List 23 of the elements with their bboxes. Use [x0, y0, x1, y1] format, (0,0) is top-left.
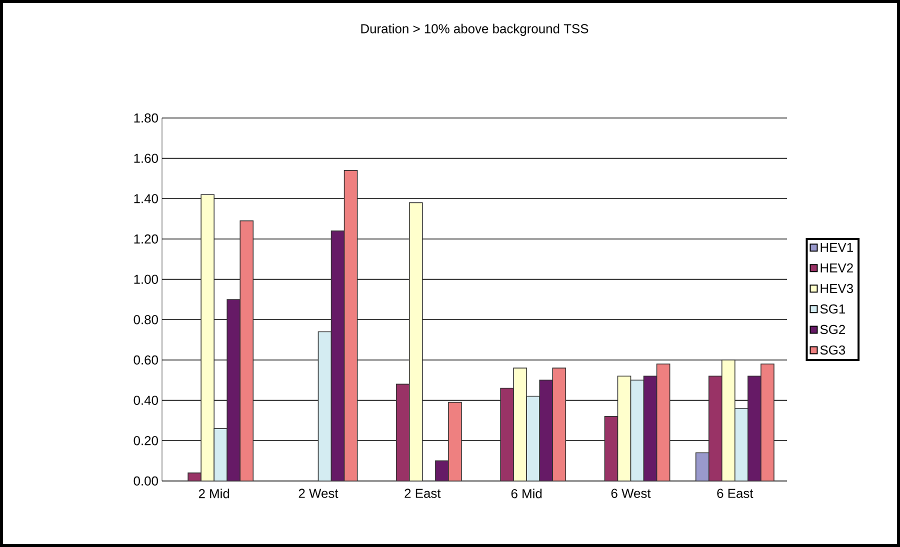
x-tick-label: 6 Mid: [511, 488, 542, 498]
y-tick-label: 0.00: [134, 476, 158, 486]
y-tick-label: 1.80: [134, 113, 158, 123]
legend-label: SG2: [820, 324, 845, 334]
x-tick-label: 6 West: [611, 488, 651, 498]
y-tick-label: 0.60: [134, 355, 158, 365]
y-tick-label: 1.20: [134, 234, 158, 244]
x-tick-label: 2 East: [404, 488, 441, 498]
legend-label: SG1: [820, 304, 846, 314]
y-tick-label: 1.60: [134, 154, 158, 163]
legend-label: HEV2: [820, 263, 853, 272]
x-tick-label: 6 East: [717, 488, 754, 498]
legend-label: HEV1: [820, 242, 853, 252]
y-tick-label: 1.40: [134, 194, 158, 204]
legend-label: SG3: [820, 345, 846, 355]
x-tick-label: 2 Mid: [198, 488, 230, 498]
y-tick-label: 0.20: [134, 436, 158, 446]
y-tick-label: 0.80: [134, 315, 158, 324]
x-tick-label: 2 West: [298, 488, 338, 498]
y-tick-label: 0.40: [134, 396, 158, 405]
chart-title: Duration > 10% above background TSS: [361, 24, 588, 36]
legend-label: HEV3: [820, 284, 853, 294]
y-tick-label: 1.00: [134, 274, 158, 284]
